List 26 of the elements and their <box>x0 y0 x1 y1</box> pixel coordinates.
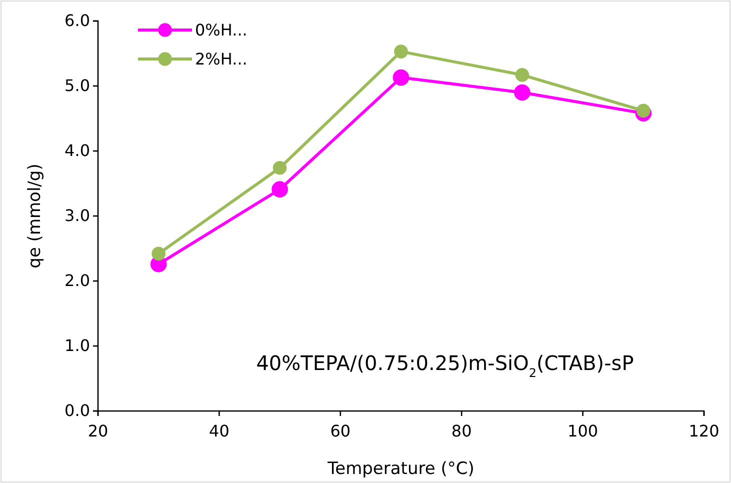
point <box>515 68 530 82</box>
y-tick-label: 3.0 <box>64 206 90 226</box>
y-tick-label: 0.0 <box>64 401 90 420</box>
x-axis-title: Temperature (°C) <box>326 459 474 479</box>
y-tick-label: 5.0 <box>64 76 90 96</box>
point <box>392 69 410 86</box>
x-tick-label: 60 <box>330 422 351 441</box>
legend-label: 0%H... <box>195 20 248 40</box>
x-tick-label: 40 <box>209 422 230 441</box>
point <box>272 161 287 175</box>
y-axis-title: qe (mmol/g) <box>25 164 45 268</box>
point <box>152 246 166 261</box>
x-tick-label: 100 <box>568 422 598 441</box>
y-tick-label: 1.0 <box>64 336 90 356</box>
point <box>394 44 408 58</box>
legend-label: 2%H... <box>195 50 248 69</box>
y-tick-label: 6.0 <box>64 11 90 30</box>
x-tick-label: 80 <box>451 422 472 441</box>
point <box>514 84 530 101</box>
x-tick-label: 120 <box>688 422 720 441</box>
y-tick-label: 4.0 <box>64 141 90 160</box>
point <box>636 104 650 118</box>
x-tick-label: 20 <box>88 422 108 441</box>
point <box>272 181 288 198</box>
annotation: 40%TEPA/(0.75:0.25)m-SiO$_{2}$(CTAB)-sP <box>256 351 634 380</box>
y-tick-label: 2.0 <box>64 271 90 290</box>
